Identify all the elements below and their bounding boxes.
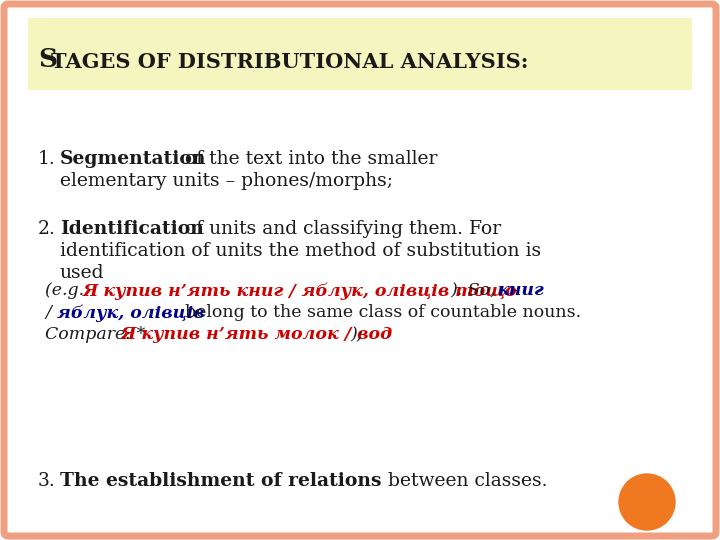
Text: (e.g.: (e.g. bbox=[45, 282, 89, 299]
Text: /: / bbox=[45, 304, 56, 321]
Text: 3.: 3. bbox=[38, 472, 55, 490]
FancyBboxPatch shape bbox=[28, 18, 692, 90]
Text: Compare: *: Compare: * bbox=[45, 326, 145, 343]
Text: between classes.: between classes. bbox=[388, 472, 547, 490]
Text: of the text into the smaller: of the text into the smaller bbox=[185, 150, 437, 168]
Text: TAGES OF DISTRIBUTIONAL ANALYSIS:: TAGES OF DISTRIBUTIONAL ANALYSIS: bbox=[51, 52, 528, 72]
Text: ). So,: ). So, bbox=[450, 282, 501, 299]
Text: 2.: 2. bbox=[38, 220, 56, 238]
Text: elementary units – phones/morphs;: elementary units – phones/morphs; bbox=[60, 172, 393, 190]
Text: Segmentation: Segmentation bbox=[60, 150, 207, 168]
Text: used: used bbox=[60, 264, 104, 282]
Text: яблук, олівців: яблук, олівців bbox=[57, 304, 204, 321]
Text: belong to the same class of countable nouns.: belong to the same class of countable no… bbox=[185, 304, 581, 321]
Text: identification of units the method of substitution is: identification of units the method of su… bbox=[60, 242, 541, 260]
Text: 1.: 1. bbox=[38, 150, 55, 168]
Text: S: S bbox=[38, 47, 57, 72]
Text: The establishment of relations: The establishment of relations bbox=[60, 472, 382, 490]
Text: );: ); bbox=[350, 326, 363, 343]
Text: книг: книг bbox=[497, 282, 544, 299]
Text: Identification: Identification bbox=[60, 220, 204, 238]
Text: Я купив н’ять молок / вод: Я купив н’ять молок / вод bbox=[121, 326, 393, 343]
Text: of units and classifying them. For: of units and classifying them. For bbox=[185, 220, 501, 238]
Circle shape bbox=[619, 474, 675, 530]
Text: Я купив н’ять книг / яблук, олівців тощо: Я купив н’ять книг / яблук, олівців тощо bbox=[83, 282, 518, 300]
FancyBboxPatch shape bbox=[4, 4, 716, 536]
